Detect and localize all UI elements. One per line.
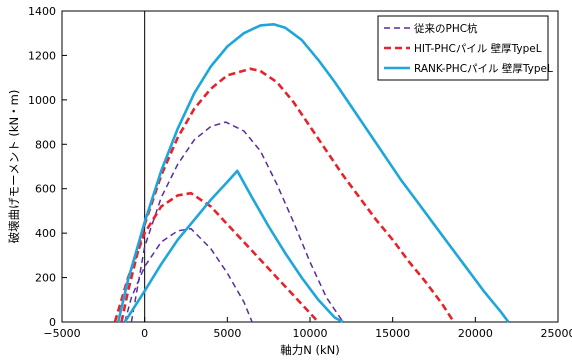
series-0-curve-0 [124, 227, 253, 323]
legend-label-1: HIT-PHCパイル 壁厚TypeL [414, 42, 542, 55]
series-0-curve-1 [130, 121, 344, 323]
y-tick-label: 0 [49, 316, 56, 329]
y-axis-ticks: 0 200 400 600 800 1000 1200 1400 [28, 5, 67, 329]
series-2-curve-1 [116, 23, 510, 323]
x-tick-label: 5000 [213, 327, 241, 340]
x-axis-ticks: −5000 0 5000 10000 15000 20000 25000 [43, 317, 572, 340]
series-2-curve-0 [123, 169, 344, 324]
x-tick-label: 20000 [458, 327, 493, 340]
plot-area-group: −5000 0 5000 10000 15000 20000 25000 020040060… [28, 5, 572, 340]
series-curves [113, 23, 510, 324]
x-tick-label: 0 [141, 327, 148, 340]
x-tick-label: 10000 [293, 327, 328, 340]
y-tick-label: 400 [35, 227, 56, 240]
legend-label-0: 従来のPHC杭 [414, 22, 478, 35]
series-1-curve-1 [120, 67, 455, 323]
y-tick-label: 800 [35, 138, 56, 151]
y-tick-label: 600 [35, 183, 56, 196]
x-axis-title: 軸力N (kN) [280, 343, 340, 357]
legend-label-2: RANK-PHCパイル 壁厚TypeL [414, 62, 553, 75]
y-tick-label: 1000 [28, 94, 56, 107]
y-tick-label: 200 [35, 272, 56, 285]
legend: 従来のPHC杭 HIT-PHCパイル 壁厚TypeL RANK-PHCパイル 壁厚T… [377, 15, 553, 81]
y-tick-label: 1200 [28, 49, 56, 62]
y-tick-label: 1400 [28, 5, 56, 18]
y-axis-title: 破壊曲げモーメント (kN・m) [7, 90, 21, 244]
x-tick-label: −5000 [43, 327, 80, 340]
x-tick-label: 15000 [375, 327, 410, 340]
legend-items: 従来のPHC杭 HIT-PHCパイル 壁厚TypeL RANK-PHCパイル 壁厚T… [384, 22, 553, 75]
x-tick-label: 25000 [541, 327, 572, 340]
series-1-curve-0 [113, 191, 320, 323]
